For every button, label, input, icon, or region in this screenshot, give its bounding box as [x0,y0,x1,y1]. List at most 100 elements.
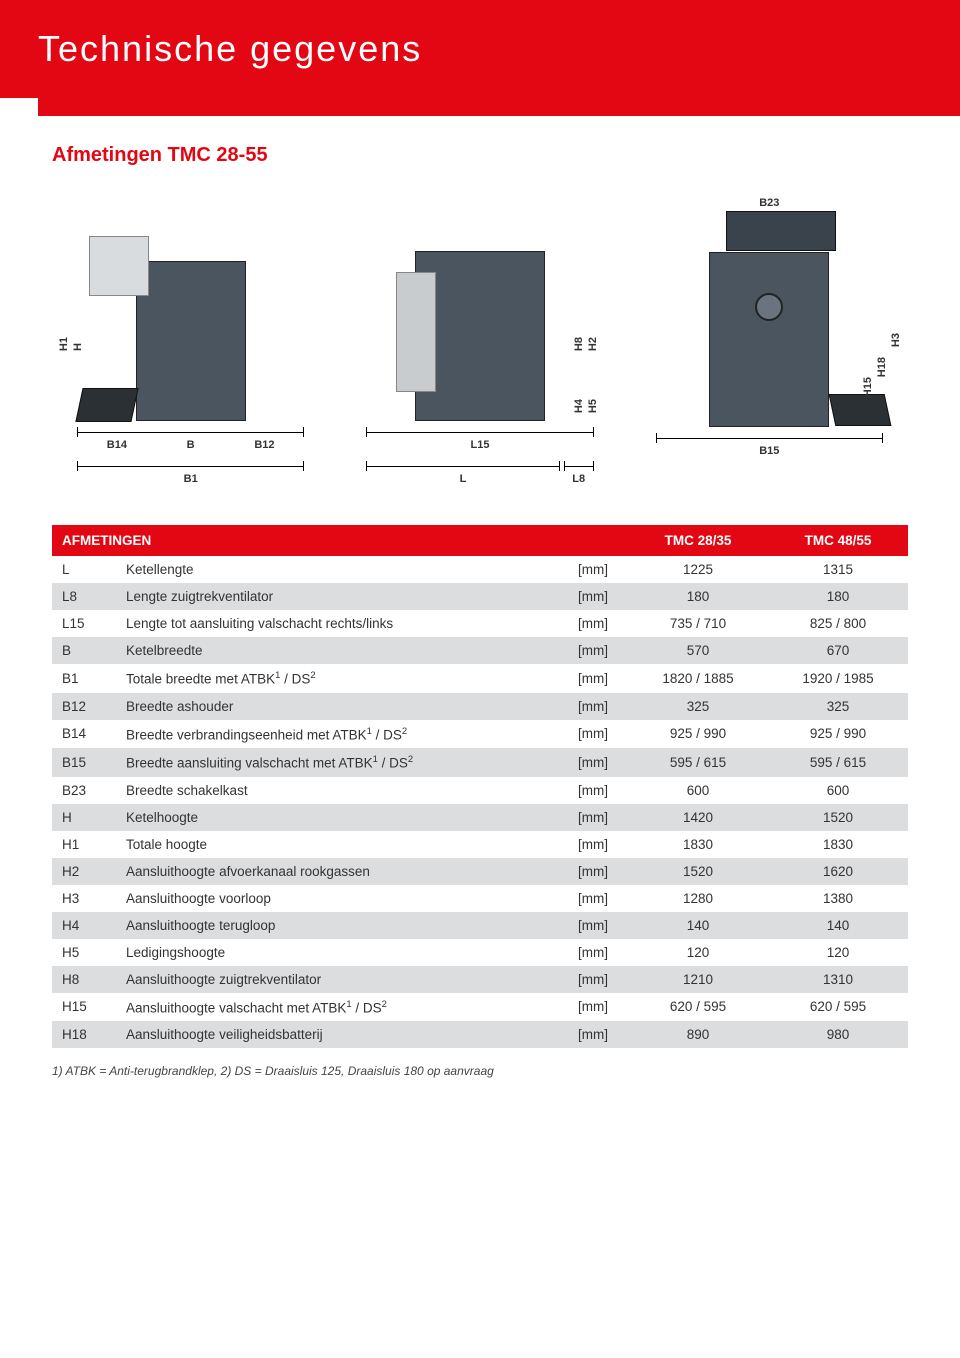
table-row: L15Lengte tot aansluiting valschacht rec… [52,610,908,637]
cell-value-1: 1280 [628,885,768,912]
cell-code: B1 [52,664,116,693]
table-row: H15Aansluithoogte valschacht met ATBK1 /… [52,993,908,1022]
cell-unit: [mm] [558,748,628,777]
cell-label: Breedte verbrandingseenheid met ATBK1 / … [116,720,558,749]
table-row: B15Breedte aansluiting valschacht met AT… [52,748,908,777]
cell-code: B12 [52,693,116,720]
dim-label-H: H [72,343,84,351]
cell-code: L [52,556,116,583]
diagram-side: H8 H2 H4 H5 L15 L L8 [341,191,618,485]
cell-code: H [52,804,116,831]
diagram-area: H1 H B14 B B12 B1 [52,191,908,485]
cell-value-1: 600 [628,777,768,804]
cell-code: H1 [52,831,116,858]
cell-code: H2 [52,858,116,885]
cell-code: H8 [52,966,116,993]
cell-label: Ledigingshoogte [116,939,558,966]
section-title: Afmetingen TMC 28-55 [52,144,908,167]
machine-ash-tray [75,388,138,422]
cell-value-1: 595 / 615 [628,748,768,777]
table-row: BKetelbreedte[mm]570670 [52,637,908,664]
cell-value-2: 1380 [768,885,908,912]
table-row: HKetelhoogte[mm]14201520 [52,804,908,831]
cell-value-1: 570 [628,637,768,664]
cell-unit: [mm] [558,664,628,693]
cell-label: Aansluithoogte afvoerkanaal rookgassen [116,858,558,885]
cell-value-1: 1830 [628,831,768,858]
cell-code: H4 [52,912,116,939]
table-row: B14Breedte verbrandingseenheid met ATBK1… [52,720,908,749]
cell-unit: [mm] [558,912,628,939]
table-row: LKetellengte[mm]12251315 [52,556,908,583]
cell-unit: [mm] [558,804,628,831]
cell-value-2: 1315 [768,556,908,583]
table-row: B12Breedte ashouder[mm]325325 [52,693,908,720]
dim-label-H15: H15 [862,377,874,397]
cell-value-1: 735 / 710 [628,610,768,637]
dim-label-H4: H4 [573,399,585,413]
cell-unit: [mm] [558,966,628,993]
cell-value-1: 1225 [628,556,768,583]
cell-value-2: 140 [768,912,908,939]
cell-value-1: 1210 [628,966,768,993]
table-header-model1: TMC 28/35 [628,525,768,556]
cell-unit: [mm] [558,831,628,858]
cell-code: B15 [52,748,116,777]
cell-unit: [mm] [558,637,628,664]
cell-value-1: 1420 [628,804,768,831]
cell-label: Aansluithoogte terugloop [116,912,558,939]
dim-label: B14 [107,439,127,451]
cell-value-1: 325 [628,693,768,720]
dim-label-H1: H1 [58,337,70,351]
cell-code: B14 [52,720,116,749]
cell-unit: [mm] [558,939,628,966]
table-row: H1Totale hoogte[mm]18301830 [52,831,908,858]
machine-front-block [136,261,246,421]
table-header-row: AFMETINGEN TMC 28/35 TMC 48/55 [52,525,908,556]
cell-value-2: 670 [768,637,908,664]
dim-label: L [460,473,467,485]
cell-value-2: 980 [768,1021,908,1048]
cell-value-2: 180 [768,583,908,610]
dim-label-H5: H5 [587,399,599,413]
cell-value-1: 1820 / 1885 [628,664,768,693]
table-row: B1Totale breedte met ATBK1 / DS2[mm]1820… [52,664,908,693]
cell-label: Breedte schakelkast [116,777,558,804]
cell-value-2: 925 / 990 [768,720,908,749]
dim-label: L8 [572,473,585,485]
cell-value-1: 890 [628,1021,768,1048]
cell-value-2: 600 [768,777,908,804]
cell-value-1: 120 [628,939,768,966]
cell-unit: [mm] [558,777,628,804]
cell-label: Aansluithoogte zuigtrekventilator [116,966,558,993]
cell-code: H3 [52,885,116,912]
cell-unit: [mm] [558,610,628,637]
table-header-afmetingen: AFMETINGEN [52,525,628,556]
table-row: H2Aansluithoogte afvoerkanaal rookgassen… [52,858,908,885]
cell-value-2: 1620 [768,858,908,885]
cell-value-2: 1310 [768,966,908,993]
cell-unit: [mm] [558,556,628,583]
cell-label: Totale breedte met ATBK1 / DS2 [116,664,558,693]
cell-value-1: 620 / 595 [628,993,768,1022]
cell-label: Lengte zuigtrekventilator [116,583,558,610]
cell-label: Breedte aansluiting valschacht met ATBK1… [116,748,558,777]
table-header-model2: TMC 48/55 [768,525,908,556]
table-row: H18Aansluithoogte veiligheidsbatterij[mm… [52,1021,908,1048]
cell-unit: [mm] [558,885,628,912]
cell-unit: [mm] [558,583,628,610]
dim-label-H8: H8 [573,337,585,351]
dim-label: B [187,439,195,451]
cell-label: Lengte tot aansluiting valschacht rechts… [116,610,558,637]
machine-rear-block [709,252,829,427]
dim-label: B15 [759,445,779,457]
dim-label: B1 [184,473,198,485]
dim-label: L15 [471,439,490,451]
cell-value-1: 925 / 990 [628,720,768,749]
dimensions-table: AFMETINGEN TMC 28/35 TMC 48/55 LKetellen… [52,525,908,1048]
cell-value-1: 180 [628,583,768,610]
cell-value-2: 1830 [768,831,908,858]
dim-label-H18: H18 [876,357,888,377]
cell-unit: [mm] [558,693,628,720]
dim-label-B23: B23 [759,197,779,209]
